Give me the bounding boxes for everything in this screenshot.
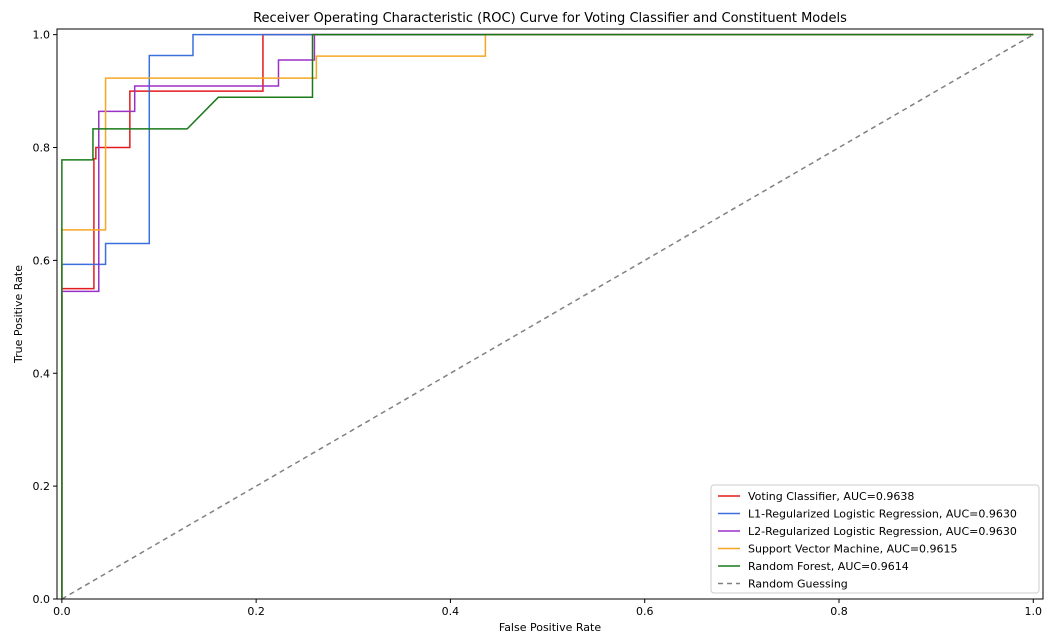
x-tick-label: 1.0	[1025, 605, 1043, 618]
y-tick-label: 0.4	[33, 367, 51, 380]
series-line-1	[61, 33, 1034, 599]
y-tick-label: 1.0	[33, 29, 51, 42]
plot-lines	[61, 33, 1034, 600]
legend-entry-5: Random Guessing	[748, 578, 848, 591]
series-line-2	[61, 33, 1034, 599]
x-tick-label: 0.8	[830, 605, 848, 618]
x-tick-label: 0.4	[442, 605, 460, 618]
x-tick-label: 0.0	[53, 605, 71, 618]
series-line-4	[61, 33, 1034, 599]
legend-box	[710, 484, 1040, 594]
x-tick-label: 0.2	[247, 605, 265, 618]
y-tick-label: 0.0	[33, 593, 51, 606]
legend-entry-0: Voting Classifier, AUC=0.9638	[748, 490, 914, 503]
y-tick-label: 0.2	[33, 480, 51, 493]
y-axis-ticks: 0.0 0.2 0.4 0.6 0.8 1.0	[33, 29, 57, 606]
plot-frame	[56, 28, 1044, 600]
y-axis-label: True Positive Rate	[12, 265, 25, 364]
legend-entry-2: L2-Regularized Logistic Regression, AUC=…	[748, 525, 1017, 538]
x-tick-label: 0.6	[636, 605, 654, 618]
series-line-5	[61, 33, 1034, 600]
legend-entry-4: Random Forest, AUC=0.9614	[748, 560, 909, 573]
y-tick-label: 0.8	[33, 142, 51, 155]
x-axis-ticks: 0.0 0.2 0.4 0.6 0.8 1.0	[53, 599, 1042, 618]
legend-entry-1: L1-Regularized Logistic Regression, AUC=…	[748, 508, 1017, 521]
series-line-3	[61, 33, 1034, 599]
legend: Voting Classifier, AUC=0.9638 L1-Regulari…	[710, 484, 1040, 594]
x-axis-label: False Positive Rate	[499, 621, 601, 634]
series-line-0	[61, 33, 1034, 599]
y-tick-label: 0.6	[33, 254, 51, 267]
legend-entry-3: Support Vector Machine, AUC=0.9615	[748, 543, 958, 556]
chart-title: Receiver Operating Characteristic (ROC) …	[253, 11, 847, 26]
